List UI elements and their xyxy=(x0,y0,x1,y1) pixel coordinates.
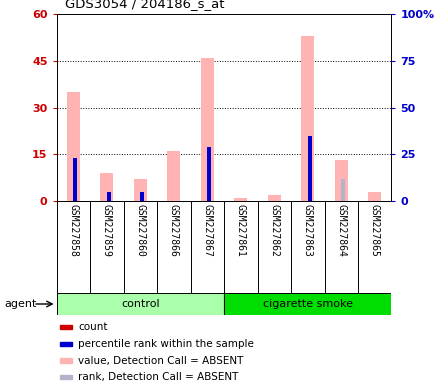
Text: GSM227860: GSM227860 xyxy=(135,204,145,257)
Text: GSM227858: GSM227858 xyxy=(68,204,78,257)
Text: GSM227862: GSM227862 xyxy=(269,204,279,257)
Text: GSM227867: GSM227867 xyxy=(202,204,212,257)
Bar xyxy=(107,192,111,201)
Bar xyxy=(224,293,391,315)
Bar xyxy=(201,58,213,201)
Bar xyxy=(56,293,224,315)
Text: GSM227864: GSM227864 xyxy=(335,204,345,257)
Bar xyxy=(334,161,347,201)
Text: GDS3054 / 204186_s_at: GDS3054 / 204186_s_at xyxy=(65,0,224,10)
Bar xyxy=(267,195,280,201)
Bar xyxy=(167,151,180,201)
Text: agent: agent xyxy=(4,299,36,309)
Text: value, Detection Call = ABSENT: value, Detection Call = ABSENT xyxy=(78,356,243,366)
Text: percentile rank within the sample: percentile rank within the sample xyxy=(78,339,253,349)
Bar xyxy=(207,147,211,201)
Bar xyxy=(60,359,72,362)
Text: GSM227865: GSM227865 xyxy=(369,204,379,257)
Bar xyxy=(307,136,311,201)
Text: GSM227866: GSM227866 xyxy=(168,204,178,257)
Text: control: control xyxy=(121,299,159,309)
Text: cigarette smoke: cigarette smoke xyxy=(262,299,352,309)
Text: GSM227863: GSM227863 xyxy=(302,204,312,257)
Bar xyxy=(368,192,380,201)
Text: count: count xyxy=(78,323,108,333)
Bar xyxy=(100,173,113,201)
Bar xyxy=(341,179,345,201)
Bar xyxy=(67,92,79,201)
Text: rank, Detection Call = ABSENT: rank, Detection Call = ABSENT xyxy=(78,372,238,382)
Bar xyxy=(60,325,72,329)
Bar xyxy=(234,198,247,201)
Bar xyxy=(140,192,144,201)
Bar xyxy=(60,375,72,379)
Bar xyxy=(301,36,313,201)
Bar xyxy=(60,342,72,346)
Bar xyxy=(134,179,146,201)
Text: GSM227861: GSM227861 xyxy=(235,204,245,257)
Text: GSM227859: GSM227859 xyxy=(102,204,112,257)
Bar xyxy=(73,158,77,201)
